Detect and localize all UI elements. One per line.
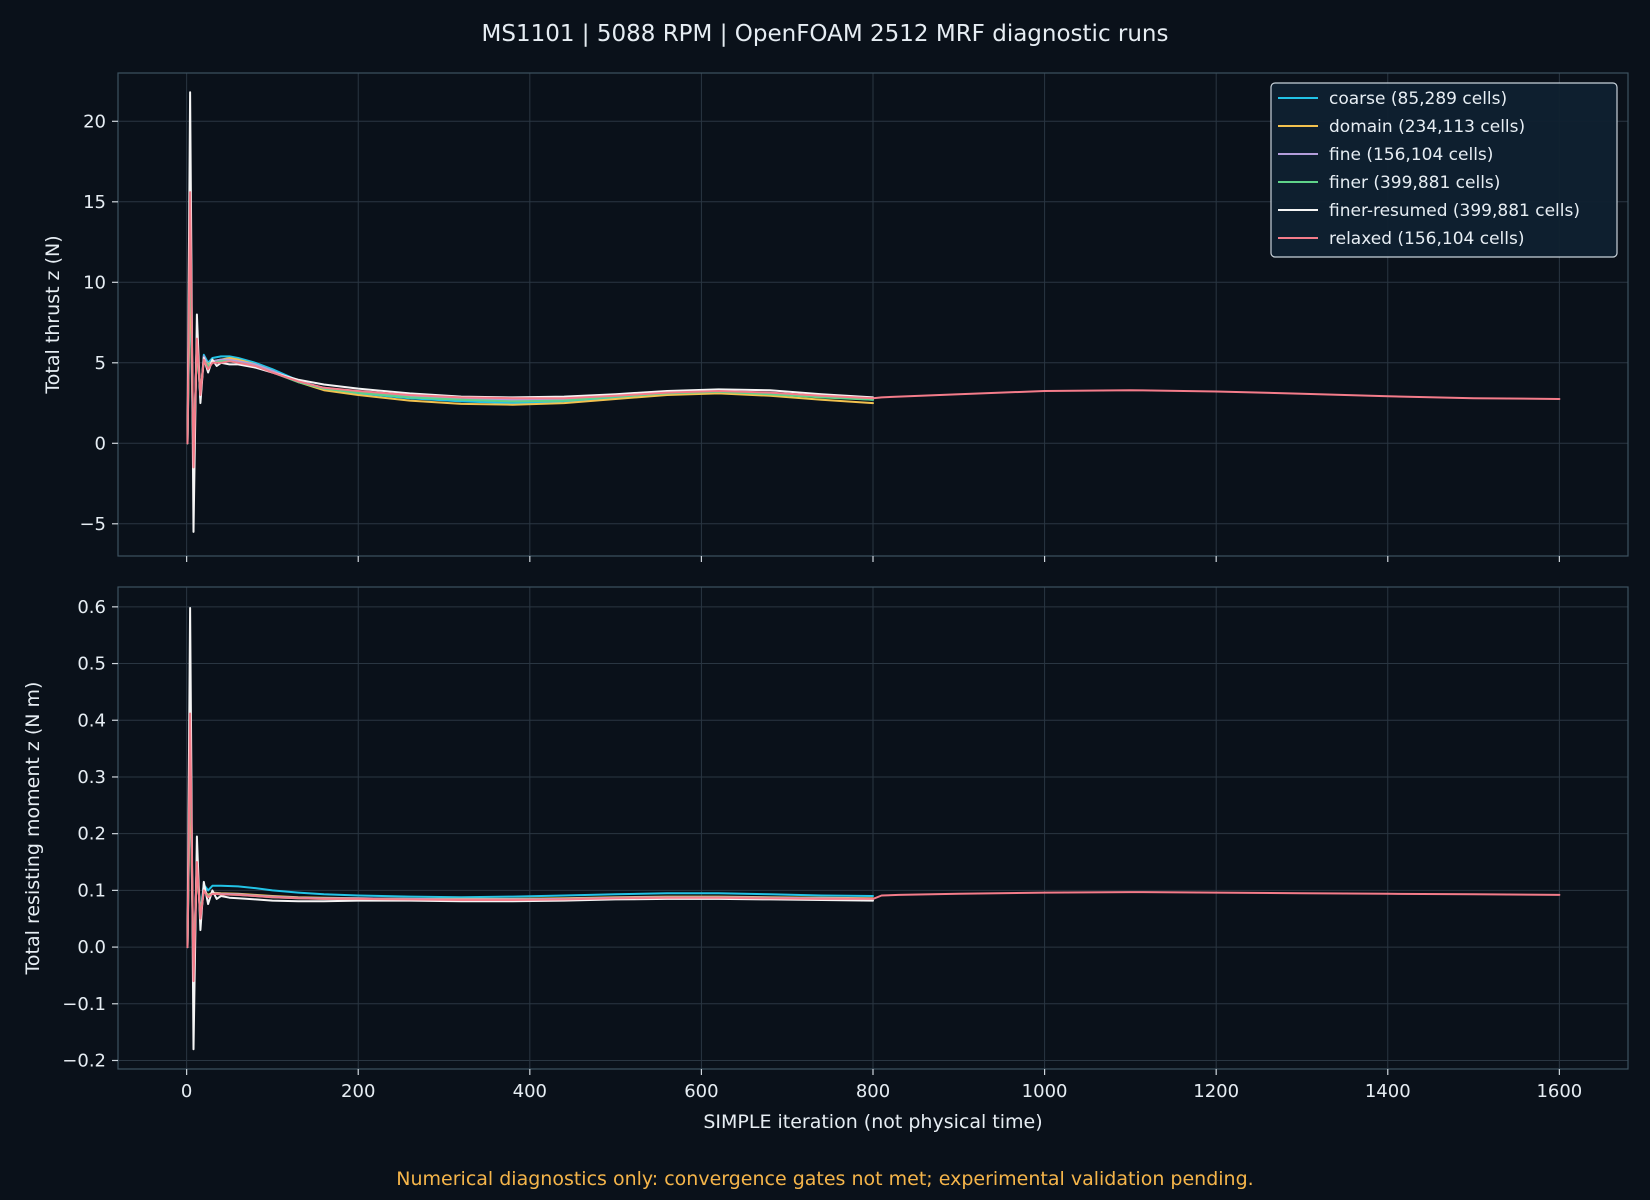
x-tick-label: 200 — [341, 1081, 375, 1102]
moment-y-tick-label: 0.5 — [77, 654, 106, 675]
legend-entry-label: finer (399,881 cells) — [1329, 173, 1500, 193]
x-tick-label: 800 — [856, 1081, 890, 1102]
moment-ticks: 0 200 400 600 800 1000 1200 1400 1600 −0.2 −0.1 0.0… — [62, 597, 1582, 1102]
moment-y-tick-label: 0.1 — [77, 880, 106, 901]
thrust-series — [186, 91, 1561, 533]
thrust-ticks: −5 0 5 10 15 20 — [79, 111, 1560, 562]
moment-grid — [118, 587, 1628, 1069]
legend-entry-label: domain (234,113 cells) — [1329, 117, 1525, 137]
x-tick-label: 1600 — [1536, 1081, 1582, 1102]
moment-y-tick-label: 0.0 — [77, 937, 106, 958]
x-axis-label: SIMPLE iteration (not physical time) — [703, 1111, 1042, 1133]
thrust-y-axis-label: Total thrust z (N) — [42, 235, 64, 394]
moment-panel: 0 200 400 600 800 1000 1200 1400 1600 −0.2 −0.1 0.0… — [22, 586, 1629, 1133]
moment-y-tick-label: 0.4 — [77, 710, 106, 731]
legend-entry-label: coarse (85,289 cells) — [1329, 89, 1507, 109]
x-tick-label: 1200 — [1193, 1081, 1239, 1102]
validation-footnote: Numerical diagnostics only: convergence … — [396, 1168, 1253, 1190]
thrust-y-tick-label: 5 — [95, 353, 106, 374]
legend: coarse (85,289 cells) domain (234,113 cel… — [1270, 82, 1618, 258]
moment-y-axis-label: Total resisting moment z (N m) — [22, 682, 44, 976]
thrust-y-tick-label: −5 — [79, 514, 106, 535]
thrust-y-tick-label: 0 — [95, 433, 106, 454]
moment-series-relaxed-line — [186, 712, 1561, 983]
x-tick-label: 0 — [181, 1081, 192, 1102]
moment-y-tick-label: 0.3 — [77, 767, 106, 788]
legend-entry-label: finer-resumed (399,881 cells) — [1329, 201, 1580, 221]
thrust-y-tick-label: 15 — [83, 192, 106, 213]
chart-title: MS1101 | 5088 RPM | OpenFOAM 2512 MRF di… — [482, 21, 1169, 47]
thrust-y-tick-label: 20 — [83, 111, 106, 132]
x-tick-label: 1400 — [1365, 1081, 1411, 1102]
x-tick-label: 400 — [513, 1081, 547, 1102]
moment-y-tick-label: −0.2 — [62, 1050, 106, 1071]
thrust-panel: −5 0 5 10 15 20 Total thrust z (N) coarse (85… — [42, 72, 1629, 562]
legend-box — [1270, 82, 1618, 258]
x-tick-label: 600 — [684, 1081, 718, 1102]
x-tick-label: 1000 — [1022, 1081, 1068, 1102]
moment-y-tick-label: 0.2 — [77, 824, 106, 845]
moment-series — [186, 607, 1561, 1051]
moment-y-tick-label: −0.1 — [62, 994, 106, 1015]
thrust-y-tick-label: 10 — [83, 272, 106, 293]
thrust-series-relaxed-line — [186, 191, 1561, 469]
legend-entry-label: relaxed (156,104 cells) — [1329, 229, 1524, 249]
legend-entry-label: fine (156,104 cells) — [1329, 145, 1493, 165]
moment-y-tick-label: 0.6 — [77, 597, 106, 618]
